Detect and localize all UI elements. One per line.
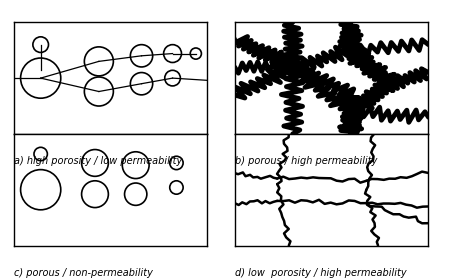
Text: b) porous / high permeability: b) porous / high permeability xyxy=(235,156,377,166)
Text: a) high porosity / low permeability: a) high porosity / low permeability xyxy=(14,156,182,166)
Text: c) porous / non-permeability: c) porous / non-permeability xyxy=(14,268,152,278)
Text: d) low  porosity / high permeability: d) low porosity / high permeability xyxy=(235,268,406,278)
